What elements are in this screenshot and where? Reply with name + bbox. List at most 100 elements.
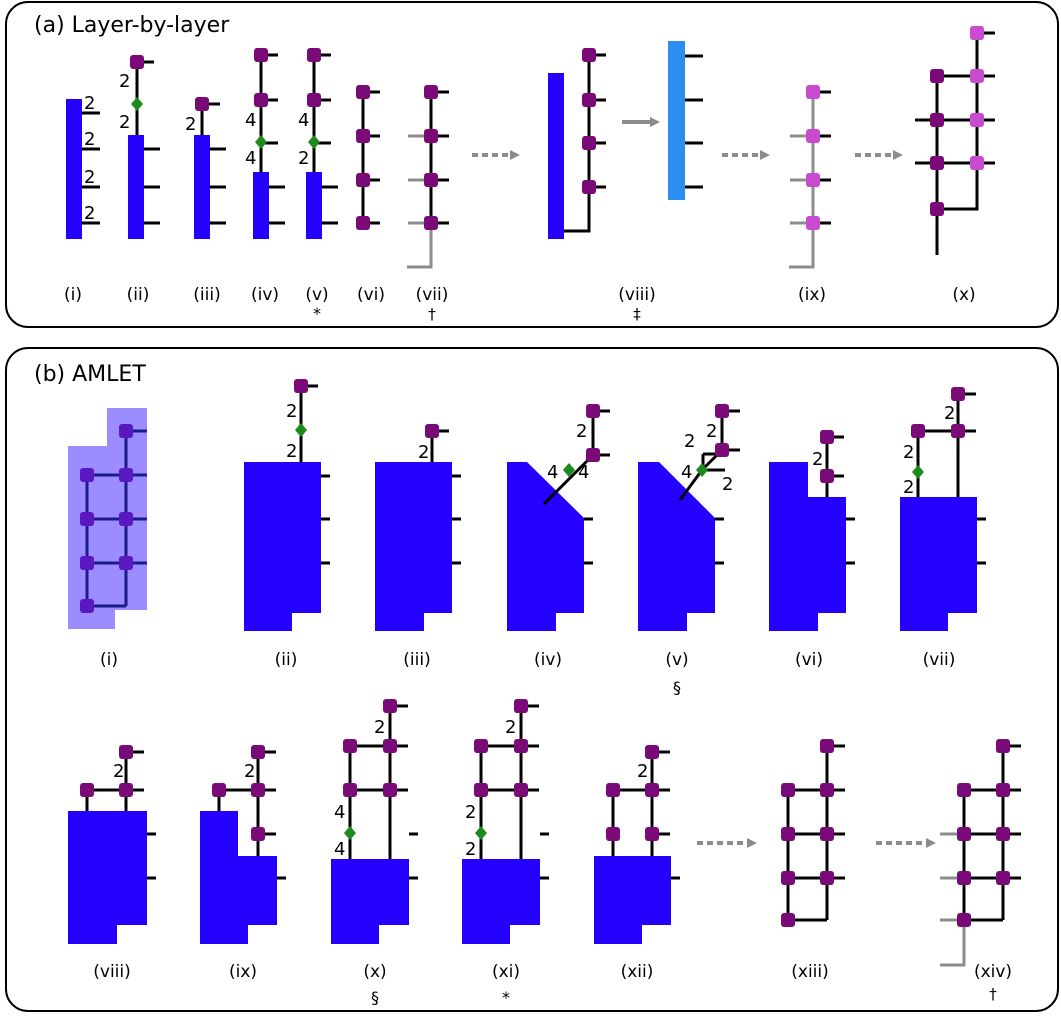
subfigure-label: (v) [305, 285, 328, 305]
bond-lines [611, 750, 680, 880]
tensor-site [294, 379, 308, 393]
diagram-a-viii-left [548, 48, 606, 239]
tensor-site [130, 55, 144, 69]
bond-dimension-label: 2 [244, 761, 255, 782]
tensor-site [820, 430, 834, 444]
bond-dimension-label: 2 [286, 401, 297, 422]
diagram-a-ix [789, 85, 831, 269]
diagram-a-iii: 2 [185, 97, 226, 239]
diagram-a-vii [407, 85, 449, 269]
subfigure-label: (i) [100, 650, 118, 670]
tensor-block [462, 859, 540, 944]
tensor-site [970, 69, 984, 83]
tensor-site [957, 871, 971, 885]
tensor-site [996, 739, 1010, 753]
subfigure-label: (viii) [618, 285, 656, 305]
diagram-b-xi: 2 2 2 [462, 699, 549, 944]
subfigure-label: (viii) [93, 962, 131, 982]
tensor-site [781, 827, 795, 841]
panel-b-labels: (i) (ii) (iii) (iv) (v) (vi) (vii) § (viii) (ix) (… [93, 650, 1012, 1007]
bond-dimension-label: 4 [245, 148, 256, 169]
tensor-site [715, 404, 729, 418]
bond-lines [789, 92, 815, 269]
subfigure-label: (i) [64, 285, 82, 305]
tensor-site [356, 85, 370, 99]
tensor-block [68, 811, 147, 944]
tensor-site [586, 448, 600, 462]
bond-lines [813, 90, 831, 225]
bond-dimension-label: 2 [812, 449, 823, 470]
bond-dimension-label: 2 [374, 717, 385, 738]
subfigure-label: (ii) [127, 285, 150, 305]
diamond-tensor [696, 463, 708, 477]
subfigure-label: (iv) [534, 650, 562, 670]
bond-lines [312, 53, 338, 225]
bond-dimension-label: 4 [578, 462, 589, 483]
tensor-site [424, 129, 438, 143]
tensor-site [80, 512, 94, 526]
tensor-site [383, 699, 397, 713]
tensor-site [251, 745, 265, 759]
subfigure-label: (xi) [492, 962, 520, 982]
tensor-block [900, 497, 977, 631]
panel-b-title: (b) AMLET [34, 362, 146, 387]
tensor-site [996, 827, 1010, 841]
diagram-b-iv: 4 4 2 [507, 404, 610, 631]
subfigure-mark: § [673, 678, 681, 697]
bond-dimension-label: 4 [245, 110, 256, 131]
tensor-block [769, 462, 846, 631]
panel-a-diagrams: 2 2 2 2 2 2 2 4 4 [66, 26, 995, 269]
diamond-tensor [308, 135, 320, 149]
subfigure-label: (vi) [357, 285, 385, 305]
bond-dimension-label: 2 [505, 717, 516, 738]
bond-lines [786, 744, 845, 922]
diamond-tensor [563, 463, 575, 477]
tensor-site [970, 113, 984, 127]
tensor-site [80, 556, 94, 570]
bond-dimension-label: 2 [465, 802, 476, 823]
bond-lines [259, 53, 285, 225]
tensor-site [251, 783, 265, 797]
tensor-site [251, 827, 265, 841]
tensor-site [474, 783, 488, 797]
subfigure-label: (xii) [621, 962, 654, 982]
tensor-site [514, 739, 528, 753]
tensor-site [820, 871, 834, 885]
tensor-site [957, 913, 971, 927]
diamond-tensor [255, 135, 267, 149]
tensor-site [930, 69, 944, 83]
tensor-site [781, 871, 795, 885]
tensor-site [212, 783, 226, 797]
tensor-site [383, 783, 397, 797]
tensor-site [195, 97, 209, 111]
subfigure-label: (iv) [251, 285, 279, 305]
diagram-b-viii: 2 [68, 745, 156, 944]
diamond-tensor [912, 465, 924, 479]
bond-dimension-label: 2 [706, 421, 717, 442]
tensor-site [951, 424, 965, 438]
bond-dimension-label: 2 [944, 403, 955, 424]
bond-lines [430, 429, 461, 565]
bond-lines [916, 392, 986, 565]
tensor-site [586, 404, 600, 418]
tensor-site [806, 216, 820, 230]
tensor-site [514, 699, 528, 713]
tensor-site [356, 129, 370, 143]
tensor-site [645, 827, 659, 841]
bond-dimension-label: 2 [903, 477, 914, 498]
tensor-site [951, 387, 965, 401]
tensor-site [254, 93, 268, 107]
tensor-site [425, 424, 439, 438]
subfigure-label: (v) [665, 650, 688, 670]
diamond-tensor [131, 97, 143, 111]
tensor-site [645, 783, 659, 797]
bond-lines [429, 90, 449, 225]
subfigure-label: (vii) [923, 650, 956, 670]
subfigure-label: (vii) [416, 285, 449, 305]
tensor-site [343, 739, 357, 753]
bond-dimension-label: 2 [185, 114, 196, 135]
panel-a-title: (a) Layer-by-layer [34, 13, 230, 38]
tensor-site [582, 48, 596, 62]
diagram-a-ii: 2 2 [119, 55, 160, 239]
diagram-a-v: 4 2 [298, 48, 338, 239]
